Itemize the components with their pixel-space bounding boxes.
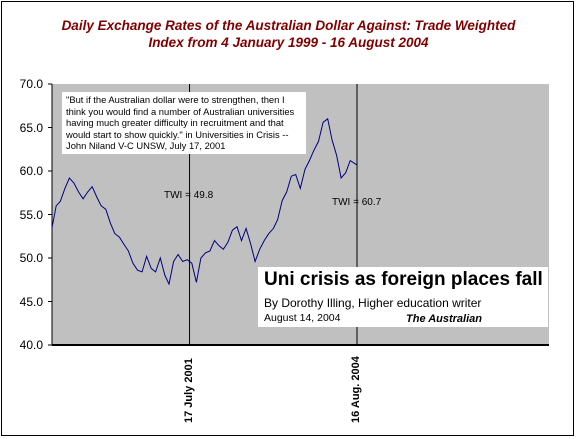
twi-high-annotation: TWI = 60.7 bbox=[332, 197, 382, 208]
twi-series-line bbox=[51, 117, 358, 286]
news-publication: The Australian bbox=[406, 313, 482, 325]
y-tick-label: 70.0 bbox=[19, 77, 43, 91]
y-tick-label: 55.0 bbox=[19, 207, 43, 222]
y-tick-label: 60.0 bbox=[19, 164, 43, 178]
title-line-1: Daily Exchange Rates of the Australian D… bbox=[61, 18, 516, 33]
chart-title: Daily Exchange Rates of the Australian D… bbox=[0, 17, 577, 51]
twi-low-annotation: TWI = 49.8 bbox=[164, 190, 214, 201]
news-headline: Uni crisis as foreign places fall bbox=[264, 269, 543, 290]
y-tick-label: 40.0 bbox=[19, 338, 43, 352]
y-tick-label: 65.0 bbox=[19, 120, 43, 135]
y-tick-label: 50.0 bbox=[19, 251, 43, 265]
news-byline: By Dorothy Illing, Higher education writ… bbox=[264, 296, 482, 310]
x-tick-label: 17 July 2001 bbox=[182, 358, 195, 423]
x-tick-label: 16 Aug. 2004 bbox=[350, 356, 362, 423]
news-clipping: Uni crisis as foreign places fall By Dor… bbox=[258, 267, 548, 327]
quote-annotation: "But if the Australian dollar were to st… bbox=[62, 92, 306, 154]
news-date: August 14, 2004 bbox=[264, 312, 341, 324]
title-line-2: Index from 4 January 1999 - 16 August 20… bbox=[148, 35, 429, 50]
y-tick-label: 45.0 bbox=[19, 294, 43, 309]
